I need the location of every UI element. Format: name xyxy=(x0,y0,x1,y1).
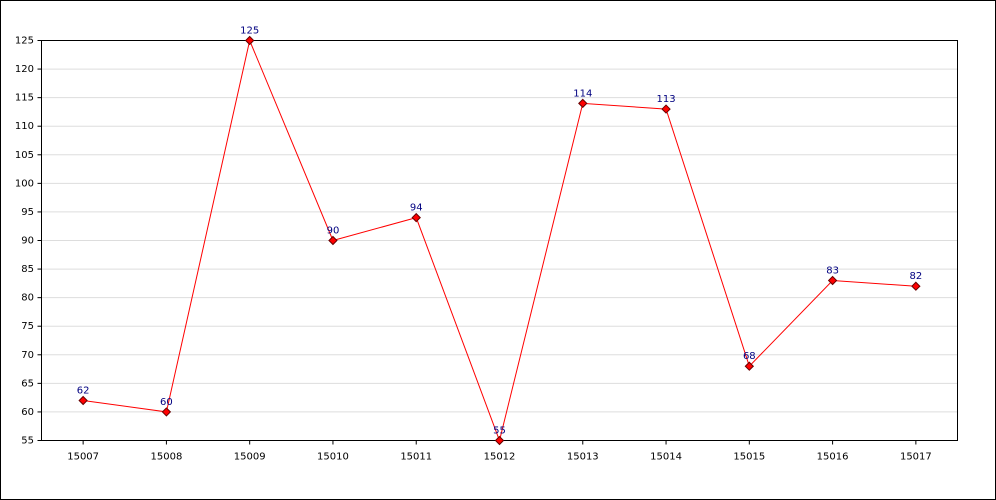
x-tick-label: 15007 xyxy=(67,452,99,463)
y-tick-label: 100 xyxy=(15,178,34,189)
y-tick-label: 110 xyxy=(15,121,34,132)
value-label: 55 xyxy=(493,426,506,437)
value-label: 125 xyxy=(240,26,259,37)
y-tick-label: 125 xyxy=(15,36,34,47)
x-tick-label: 15013 xyxy=(567,452,599,463)
y-tick-label: 95 xyxy=(21,207,34,218)
x-tick-label: 15009 xyxy=(234,452,266,463)
x-tick-label: 15017 xyxy=(900,452,932,463)
point xyxy=(328,235,338,246)
value-label: 62 xyxy=(77,386,90,397)
point xyxy=(827,275,838,286)
value-label: 83 xyxy=(826,266,839,277)
x-tick-label: 15015 xyxy=(733,452,765,463)
value-label: 114 xyxy=(573,88,592,99)
y-tick-label: 65 xyxy=(21,378,34,389)
value-label: 68 xyxy=(743,351,756,362)
y-tick-label: 90 xyxy=(21,236,34,247)
y-tick-label: 80 xyxy=(21,293,34,304)
point xyxy=(661,104,671,114)
y-tick-label: 105 xyxy=(15,150,34,161)
y-tick-label: 115 xyxy=(15,93,34,104)
x-tick-label: 15008 xyxy=(151,452,183,463)
point xyxy=(744,361,755,371)
y-tick-label: 60 xyxy=(21,407,34,418)
point xyxy=(78,395,88,406)
y-tick-label: 75 xyxy=(21,321,34,332)
point xyxy=(161,407,172,417)
x-tick-label: 15016 xyxy=(817,452,849,463)
value-label: 60 xyxy=(160,397,173,408)
value-label: 90 xyxy=(327,226,340,237)
x-tick-label: 15011 xyxy=(400,452,432,463)
point xyxy=(494,435,505,446)
value-label: 82 xyxy=(909,271,922,282)
y-tick-label: 55 xyxy=(21,436,34,447)
point xyxy=(578,98,588,109)
value-label: 113 xyxy=(656,94,675,105)
x-tick-label: 15012 xyxy=(484,452,516,463)
y-tick-label: 70 xyxy=(21,350,34,361)
y-tick-label: 120 xyxy=(15,64,34,75)
value-label: 94 xyxy=(410,203,423,214)
point xyxy=(911,281,921,291)
y-tick-label: 85 xyxy=(21,264,34,275)
x-tick-label: 15010 xyxy=(317,452,349,463)
point xyxy=(411,212,421,223)
point xyxy=(244,35,255,46)
x-tick-label: 15014 xyxy=(650,452,682,463)
